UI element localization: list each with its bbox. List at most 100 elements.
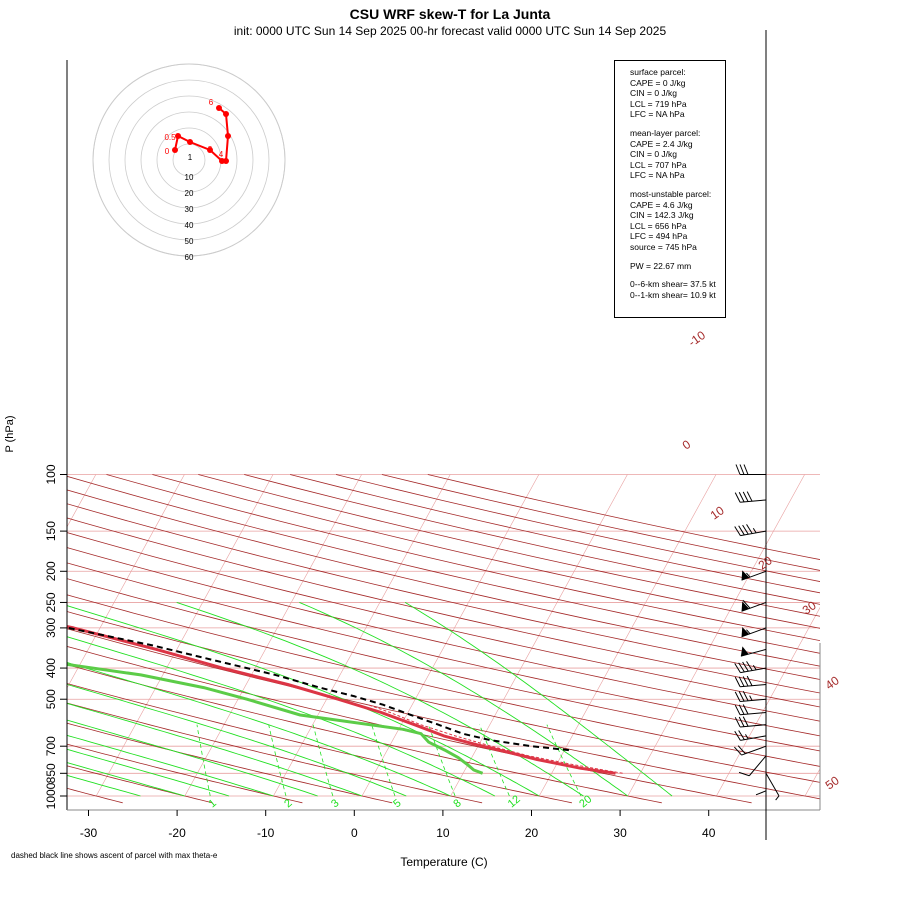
hodograph-ring — [124, 95, 254, 225]
wind-barb-shaft — [741, 601, 767, 612]
wind-barb-half — [775, 795, 780, 801]
dry-adiabat-line — [67, 489, 820, 667]
surface-lfc: LFC = NA hPa — [630, 109, 685, 120]
temperature-tick-label: 30 — [613, 826, 627, 840]
isotherm-line — [627, 474, 805, 797]
wind-barb-shaft — [740, 499, 767, 503]
wind-barb-full — [738, 691, 745, 702]
pressure-tick-label: 250 — [44, 592, 58, 612]
wind-barb — [734, 690, 767, 702]
wind-barb-shaft — [741, 745, 767, 756]
wind-barb-half — [752, 528, 757, 534]
wind-barb-full — [746, 491, 753, 502]
chart-title: CSU WRF skew-T for La Junta — [349, 6, 551, 22]
wind-barb-shaft — [740, 530, 767, 537]
most-unstable-cape: CAPE = 4.6 J/kg — [630, 199, 693, 210]
isotherm-line — [273, 474, 451, 797]
wind-barb-full — [743, 464, 749, 475]
wind-barb-pennant — [741, 626, 750, 637]
temperature-tick-label: -10 — [257, 826, 275, 840]
hodograph-height-label: 1 — [188, 153, 193, 162]
mixing-ratio-line — [196, 724, 211, 797]
wind-barb-half — [749, 695, 753, 701]
pressure-tick-label: 100 — [44, 464, 58, 484]
isotherm-line — [184, 474, 362, 797]
pressure-tick-label: 700 — [44, 736, 58, 756]
wind-barb-full — [746, 661, 753, 671]
wind-barb-full — [738, 662, 745, 673]
wind-barb-half — [752, 664, 757, 671]
temperature-tick-label: -30 — [80, 826, 98, 840]
wind-barb-full — [734, 717, 741, 728]
moist-adiabat-line — [299, 601, 629, 797]
dry-adiabat-line — [67, 547, 820, 722]
dry-adiabat-line — [67, 475, 820, 654]
wind-barb — [740, 646, 767, 657]
wind-barb — [765, 773, 780, 801]
wind-barb-full — [755, 790, 767, 796]
most-unstable-lcl: LCL = 656 hPa — [630, 220, 687, 231]
mean-layer-cape: CAPE = 2.4 J/kg — [630, 138, 693, 149]
wind-barb-full — [742, 491, 749, 502]
hodograph-point — [207, 147, 213, 153]
mixing-ratio-line — [312, 724, 334, 797]
hodograph-height-label: 4 — [219, 150, 224, 159]
wind-barb-full — [735, 464, 741, 475]
wind-barb-shaft — [741, 570, 767, 581]
mixing-ratio-line — [479, 724, 510, 797]
hodograph-ring-label: 10 — [185, 173, 194, 182]
dry-adiabat-line — [106, 474, 820, 642]
wind-barb-shaft — [740, 648, 767, 657]
dry-adiabat-line — [67, 722, 393, 804]
most-unstable-lfc: LFC = 494 hPa — [630, 231, 688, 242]
mixing-ratio-label: 5 — [391, 797, 403, 810]
isotherm-line — [716, 607, 820, 797]
wind-barb-half — [745, 734, 749, 740]
precipitable-water: PW = 22.67 mm — [630, 260, 692, 271]
wind-barb-shaft — [740, 712, 767, 716]
parcel-ascent-line — [67, 626, 570, 752]
most-unstable-source: source = 745 hPa — [630, 241, 697, 252]
mixing-ratio-label: 2 — [282, 797, 294, 810]
pressure-tick-label: 200 — [44, 561, 58, 581]
wind-barb — [734, 675, 767, 688]
wind-barb-full — [742, 661, 749, 672]
wind-barb — [734, 661, 767, 674]
wind-barb-full — [738, 716, 745, 727]
hodograph-point — [225, 133, 231, 139]
x-axis-label: Temperature (C) — [400, 855, 488, 869]
dry-adiabat-line — [67, 628, 820, 800]
moist-adiabat-line — [67, 719, 318, 797]
wind-barb — [755, 764, 767, 796]
dry-adiabat-label: -10 — [686, 328, 709, 350]
virtual-temperature-line — [367, 704, 623, 774]
moist-adiabat-line — [404, 602, 673, 797]
wind-barb-shaft — [740, 698, 767, 702]
wind-barb-full — [734, 526, 741, 536]
hodograph-ring — [140, 111, 238, 209]
wind-barb-full — [746, 675, 753, 686]
hodograph-ring — [92, 63, 286, 257]
wind-barb-full — [742, 599, 751, 609]
most-unstable-cin: CIN = 142.3 J/kg — [630, 210, 694, 221]
moist-adiabat-line — [67, 605, 540, 797]
wind-barb — [734, 704, 767, 716]
moist-adiabat-line — [176, 601, 584, 797]
temperature-tick-label: 40 — [702, 826, 716, 840]
pressure-tick-label: 150 — [44, 521, 58, 541]
hodograph-ring-label: 60 — [185, 253, 194, 262]
temperature-line — [67, 624, 616, 775]
pressure-tick-label: 1000 — [44, 782, 58, 809]
shear-0-6km: 0--6-km shear= 37.5 kt — [630, 279, 716, 290]
footnote: dashed black line shows ascent of parcel… — [11, 851, 218, 860]
wind-barb-pennant — [741, 601, 750, 612]
isotherm-line — [95, 474, 274, 797]
chart-subtitle: init: 0000 UTC Sun 14 Sep 2025 00-hr for… — [233, 24, 667, 38]
wind-barb — [734, 716, 767, 728]
mixing-ratio-line — [268, 724, 287, 797]
hodograph-height-label: 2 — [208, 145, 213, 154]
hodograph-point — [187, 139, 193, 145]
hodograph-point — [223, 158, 229, 164]
dry-adiabat-line — [67, 562, 820, 737]
wind-barb-full — [734, 730, 741, 741]
